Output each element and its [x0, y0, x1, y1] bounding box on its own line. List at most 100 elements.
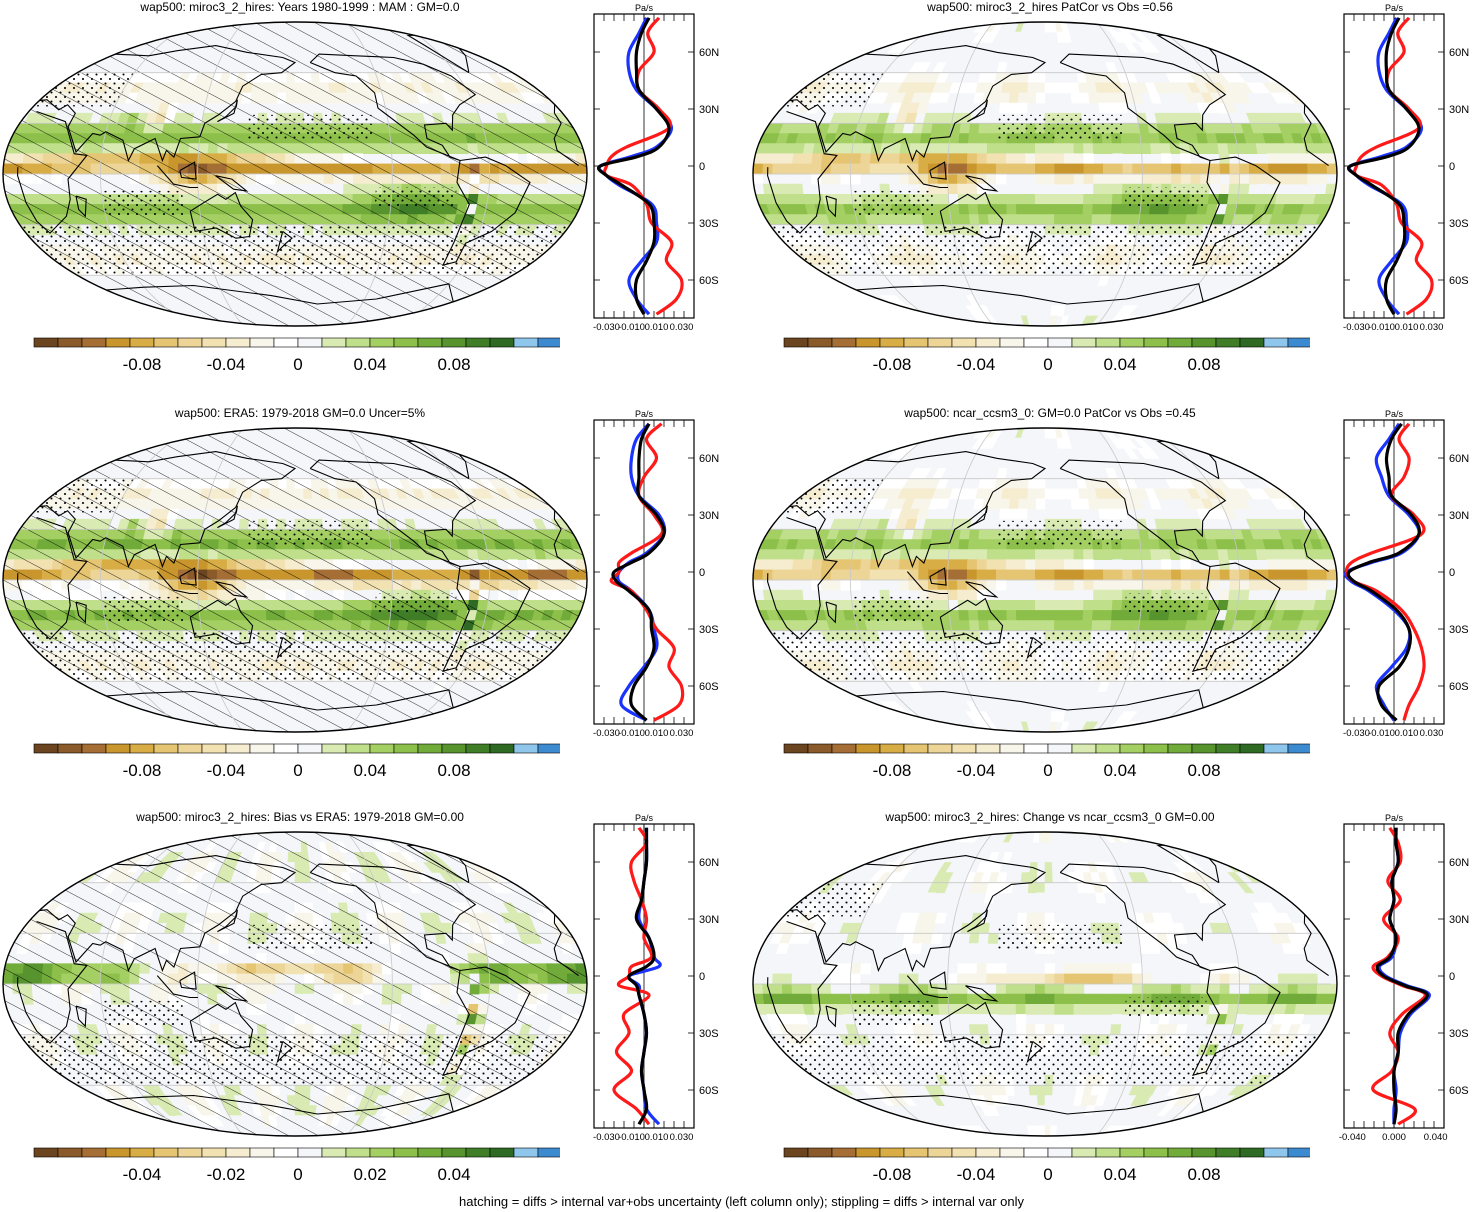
field-cell	[1209, 569, 1221, 581]
field-cell	[850, 153, 862, 165]
field-cell	[1219, 569, 1231, 581]
field-cell	[948, 610, 961, 621]
colorbar-swatch	[1071, 743, 1097, 754]
field-cell	[1141, 428, 1165, 439]
profile-lat-label: 60S	[1449, 275, 1469, 287]
field-cell	[1035, 610, 1046, 621]
field-cell	[879, 163, 890, 175]
field-cell	[1053, 620, 1065, 631]
field-cell	[976, 600, 988, 611]
field-cell	[1008, 92, 1020, 104]
profile-x-tick-label: -0.010	[618, 728, 645, 736]
field-cell	[998, 508, 1010, 520]
field-cell	[811, 579, 822, 591]
field-cell	[1170, 569, 1182, 581]
field-cell	[1102, 579, 1114, 591]
field-cell	[1005, 153, 1017, 165]
field-cell	[1121, 549, 1133, 560]
field-cell	[801, 559, 814, 571]
field-cell	[996, 600, 1007, 611]
field-cell	[1170, 163, 1182, 175]
field-cell	[967, 539, 979, 550]
field-cell	[1093, 163, 1104, 175]
field-cell	[937, 183, 949, 195]
field-cell	[1044, 549, 1056, 560]
field-cell	[919, 721, 944, 732]
field-cell	[1229, 569, 1241, 581]
field-cell	[753, 163, 764, 175]
field-cell	[1006, 214, 1018, 225]
field-cell	[1083, 194, 1094, 205]
panel-p1: wap500: miroc3_2_hires: Years 1980-1999 …	[0, 0, 741, 400]
field-cell	[913, 22, 938, 33]
field-cell	[918, 569, 929, 581]
field-cell	[1035, 498, 1046, 510]
colorbar-swatch	[1119, 743, 1145, 754]
field-cell	[1093, 173, 1104, 185]
map-border	[752, 427, 1338, 733]
colorbar-swatch	[393, 337, 419, 348]
field-cell	[889, 559, 901, 571]
colorbar-swatch	[81, 743, 107, 754]
field-cell	[442, 841, 468, 853]
field-cell	[1141, 173, 1153, 185]
field-cell	[1062, 437, 1072, 449]
colorbar-swatch	[903, 337, 929, 348]
field-cell	[1141, 721, 1165, 732]
colorbar-tick-label: 0	[1043, 355, 1052, 374]
field-cell	[927, 579, 939, 591]
field-cell	[987, 123, 999, 134]
field-cell	[1015, 559, 1027, 571]
field-cell	[115, 841, 142, 853]
field-cell	[1044, 569, 1056, 581]
field-cell	[1034, 549, 1046, 560]
profile-lat-label: 30N	[699, 104, 719, 116]
field-cell	[1178, 22, 1206, 33]
field-cell	[947, 143, 960, 154]
field-cell	[986, 579, 997, 591]
field-cell	[1063, 143, 1075, 154]
colorbar-tick-label: 0.04	[1103, 355, 1136, 374]
field-cell	[1150, 549, 1162, 560]
field-cell	[969, 112, 982, 124]
field-cell	[791, 589, 804, 601]
field-cell	[938, 143, 950, 154]
field-cell	[1192, 31, 1218, 43]
field-cell	[1277, 670, 1298, 682]
field-cell	[1198, 549, 1210, 560]
field-cell	[1161, 173, 1172, 185]
field-cell	[772, 589, 785, 601]
field-cell	[772, 569, 783, 581]
field-cell	[978, 214, 990, 225]
field-cell	[996, 610, 1008, 621]
field-cell	[1015, 194, 1027, 205]
panel-p2: wap500: miroc3_2_hires PatCor vs Obs =0.…	[750, 0, 1483, 400]
field-cell	[1268, 163, 1279, 175]
field-cell	[801, 163, 813, 175]
field-cell	[996, 549, 1007, 560]
field-cell	[959, 214, 971, 225]
field-cell	[1297, 163, 1309, 175]
field-cell	[1190, 579, 1202, 591]
field-cell	[1016, 214, 1027, 225]
field-cell	[1083, 569, 1095, 581]
field-cell	[782, 153, 794, 165]
field-cell	[1186, 711, 1211, 723]
field-cell	[1034, 579, 1046, 591]
field-cell	[1146, 428, 1171, 439]
colorbar-swatch	[249, 743, 275, 754]
colorbar: -0.08 -0.04 0 0.04 0.08	[783, 743, 1310, 780]
field-cell	[869, 163, 881, 175]
field-cell	[1079, 92, 1091, 104]
field-cell	[1064, 163, 1075, 175]
profile-lat-label: 60S	[699, 681, 719, 693]
field-cell	[947, 163, 958, 175]
field-cell	[1044, 600, 1056, 611]
profile-lat-label: 30N	[699, 510, 719, 522]
field-cell	[1053, 508, 1064, 520]
field-cell	[884, 428, 912, 439]
field-cell	[1073, 194, 1085, 205]
colorbar-swatch	[513, 337, 539, 348]
field-cell	[1026, 22, 1036, 33]
field-cell	[898, 569, 910, 581]
